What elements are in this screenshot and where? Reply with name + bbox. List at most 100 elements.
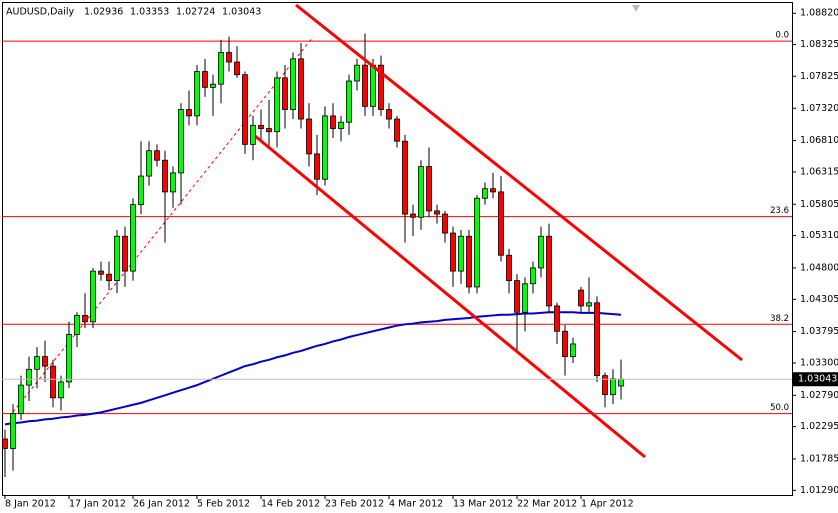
candle-body — [82, 315, 88, 323]
candle-body — [322, 115, 328, 180]
candle-body — [602, 375, 608, 396]
candle-body — [346, 80, 352, 123]
candle-body — [554, 305, 560, 332]
y-tick-label: 1.01785 — [800, 453, 838, 464]
candle-body — [202, 71, 208, 88]
y-tick-label: 1.04305 — [800, 294, 838, 305]
candle-body — [2, 438, 8, 449]
y-tick-label: 1.04800 — [800, 262, 838, 273]
header-high: 1.03353 — [130, 7, 169, 18]
dashed-trend-line — [12, 36, 314, 413]
candle-body — [66, 334, 72, 383]
y-tick-label: 1.08325 — [800, 39, 838, 50]
candle-body — [194, 71, 200, 117]
candle-body — [594, 302, 600, 377]
candle-body — [578, 289, 584, 307]
candle-body — [258, 124, 264, 129]
x-tick-label: 22 Mar 2012 — [517, 499, 577, 510]
y-tick-label: 1.03795 — [800, 326, 838, 337]
candle-body — [218, 52, 224, 85]
y-tick-label: 1.07320 — [800, 103, 838, 114]
candle-body — [186, 109, 192, 117]
candle-body — [338, 121, 344, 129]
candle-body — [58, 381, 64, 399]
x-tick-label: 13 Mar 2012 — [453, 499, 513, 510]
candle-body — [370, 64, 376, 107]
candle-body — [378, 64, 384, 110]
candle-body — [506, 254, 512, 281]
y-tick-label: 1.06315 — [800, 166, 838, 177]
moving-average — [4, 311, 622, 426]
candle-body — [122, 235, 128, 272]
x-tick-label: 8 Jan 2012 — [5, 499, 56, 510]
candles-layer — [2, 33, 624, 477]
candle-body — [482, 188, 488, 199]
candle-body — [234, 61, 240, 76]
scroll-marker — [632, 5, 640, 12]
candle-body — [498, 191, 504, 256]
current-price-label: 1.03043 — [798, 374, 837, 385]
candle-body — [314, 153, 320, 180]
candle-body — [210, 83, 216, 88]
candle-body — [410, 213, 416, 218]
candle-body — [162, 159, 168, 193]
candle-body — [74, 315, 80, 335]
header-close: 1.03043 — [222, 7, 261, 18]
candle-body — [394, 118, 400, 142]
lower-channel-line — [254, 134, 646, 459]
candle-body — [586, 302, 592, 307]
candle-body — [354, 64, 360, 82]
candle-body — [42, 356, 48, 367]
candle-body — [450, 232, 456, 272]
candle-body — [138, 175, 144, 205]
fib-label: 23.6 — [770, 206, 789, 216]
current-price-box — [793, 372, 838, 387]
y-tick-label: 1.03300 — [800, 357, 838, 368]
x-tick-label: 1 Apr 2012 — [581, 499, 634, 510]
candle-body — [242, 74, 248, 145]
candle-body — [538, 235, 544, 269]
y-tick-label: 1.08820 — [800, 8, 838, 19]
candle-body — [442, 213, 448, 234]
candle-body — [114, 235, 120, 281]
header-low: 1.02724 — [176, 7, 215, 18]
candle-body — [386, 109, 392, 120]
x-tick-label: 26 Jan 2012 — [133, 499, 190, 510]
candle-body — [90, 270, 96, 323]
candle-body — [178, 109, 184, 174]
candle-body — [226, 52, 232, 63]
x-tick-label: 5 Feb 2012 — [197, 499, 250, 510]
y-tick-label: 1.01290 — [800, 485, 838, 496]
x-tick-label: 23 Feb 2012 — [325, 499, 384, 510]
candle-body — [50, 365, 56, 399]
candle-body — [522, 283, 528, 313]
candle-body — [610, 378, 616, 396]
y-tick-label: 1.02295 — [800, 421, 838, 432]
candle-body — [490, 188, 496, 193]
candle-body — [474, 197, 480, 288]
moving-average-layer — [4, 311, 622, 426]
candle-body — [426, 166, 432, 212]
candle-body — [250, 124, 256, 145]
candle-body — [570, 343, 576, 358]
candle-body — [274, 77, 280, 133]
header-open: 1.02936 — [84, 7, 123, 18]
candle-body — [306, 118, 312, 155]
candle-body — [546, 235, 552, 307]
y-tick-label: 1.05310 — [800, 230, 838, 241]
candle-body — [18, 384, 24, 415]
candle-body — [618, 378, 624, 387]
x-tick-label: 4 Mar 2012 — [389, 499, 443, 510]
candle-body — [34, 356, 40, 370]
candle-body — [562, 330, 568, 358]
candle-body — [402, 140, 408, 215]
x-tick-label: 14 Feb 2012 — [261, 499, 320, 510]
chart-title: AUDUSD,Daily — [6, 7, 75, 18]
fib-label: 0.0 — [775, 31, 789, 41]
candle-body — [106, 273, 112, 281]
y-tick-label: 1.02790 — [800, 390, 838, 401]
fib-label: 38.2 — [770, 314, 789, 324]
candle-body — [170, 172, 176, 193]
